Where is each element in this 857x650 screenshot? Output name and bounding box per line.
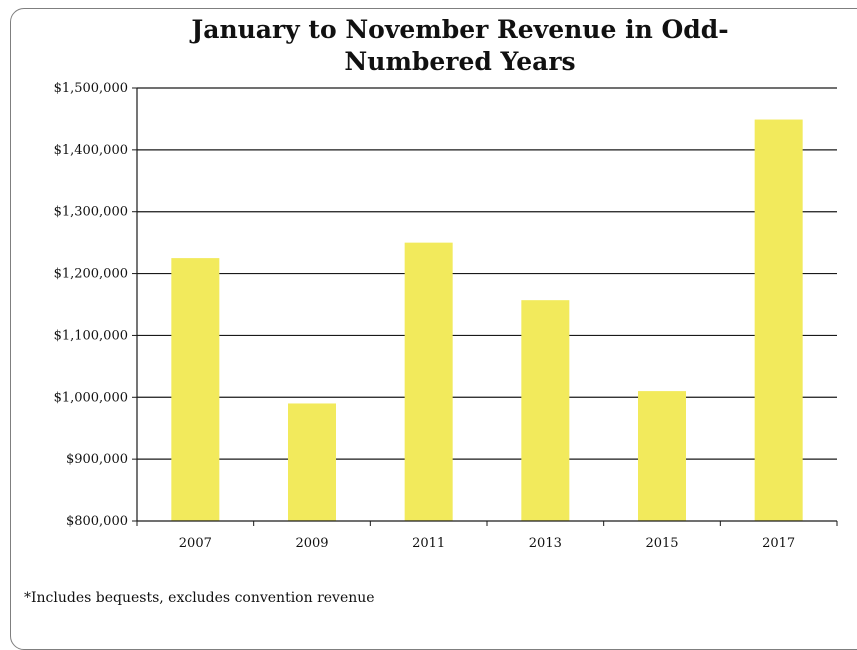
x-tick-label: 2007 xyxy=(179,536,212,551)
bar xyxy=(288,403,336,521)
footnote: *Includes bequests, excludes convention … xyxy=(24,590,375,606)
y-tick-label: $1,300,000 xyxy=(54,205,128,220)
x-tick-label: 2017 xyxy=(762,536,795,551)
y-tick-label: $1,000,000 xyxy=(54,390,128,405)
bar xyxy=(521,300,570,521)
y-tick-label: $1,100,000 xyxy=(54,328,128,343)
y-tick-label: $1,500,000 xyxy=(54,81,128,96)
x-tick-label: 2009 xyxy=(295,536,328,551)
chart-title: January to November Revenue in Odd-Numbe… xyxy=(191,15,729,76)
y-tick-label: $1,400,000 xyxy=(54,143,128,158)
bar-chart: $800,000 $900,000 $1,000,000 $1,100,000 $1,2… xyxy=(54,81,838,551)
y-tick-label: $1,200,000 xyxy=(54,267,128,282)
bar xyxy=(754,119,803,521)
bar xyxy=(171,258,220,521)
bar xyxy=(404,242,453,521)
x-tick-label: 2011 xyxy=(412,536,445,551)
y-tick-label: $900,000 xyxy=(66,452,128,467)
x-tick-label: 2013 xyxy=(529,536,562,551)
y-tick-label: $800,000 xyxy=(66,514,128,529)
x-tick-label: 2015 xyxy=(645,536,678,551)
bar xyxy=(638,391,686,521)
